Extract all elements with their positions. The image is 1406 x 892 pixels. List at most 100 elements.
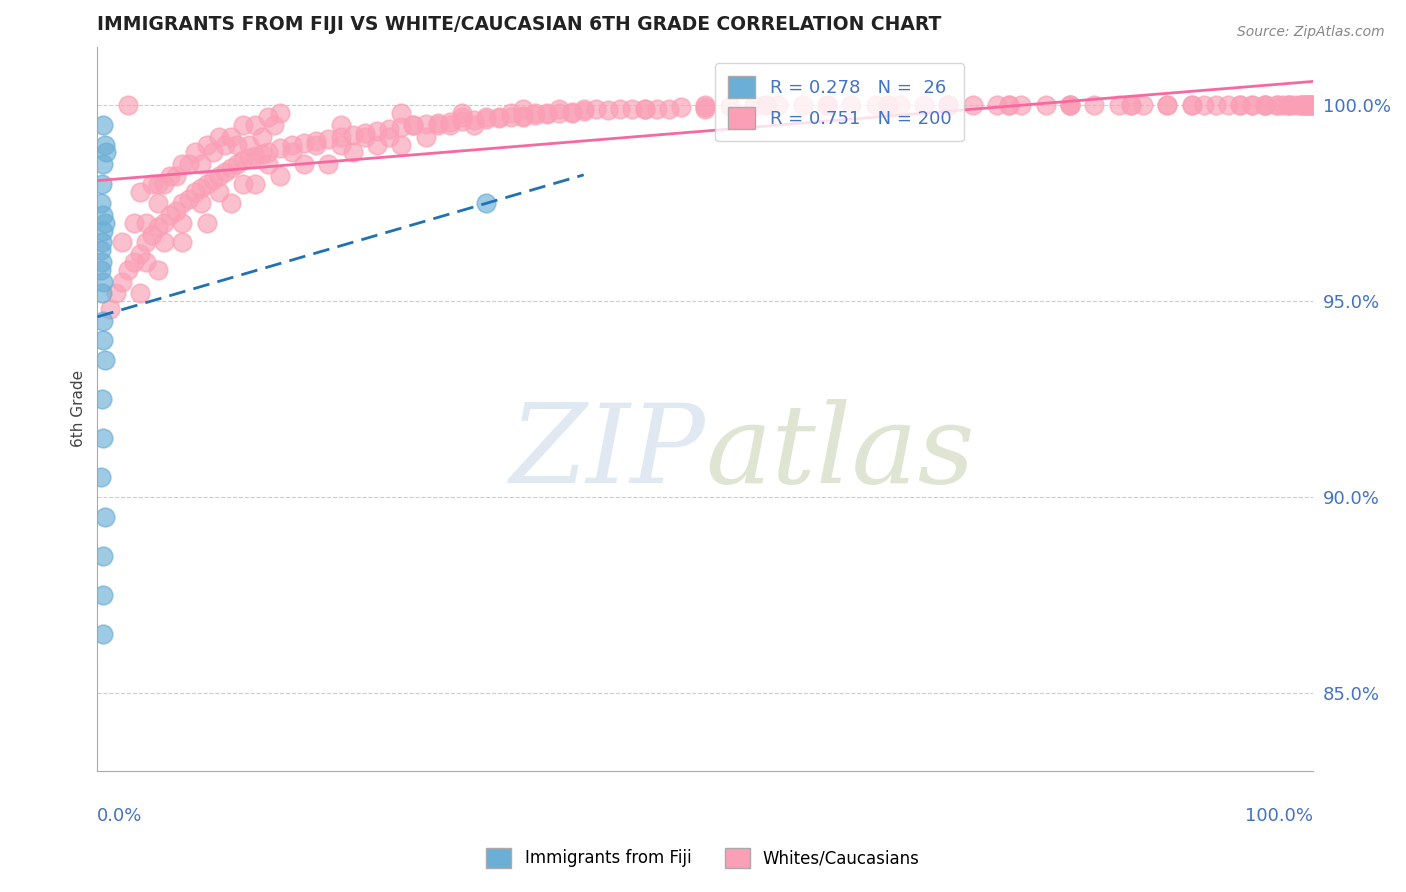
Point xyxy=(281,145,304,160)
Point xyxy=(718,99,741,113)
Point xyxy=(183,145,205,160)
Point xyxy=(146,196,169,211)
Point xyxy=(190,157,212,171)
Point xyxy=(153,177,176,191)
Point xyxy=(269,106,291,120)
Point xyxy=(91,392,114,406)
Point xyxy=(561,106,583,120)
Text: 0.0%: 0.0% xyxy=(97,807,143,825)
Point xyxy=(415,117,437,131)
Point xyxy=(755,98,778,112)
Point xyxy=(512,109,534,123)
Point xyxy=(111,235,134,250)
Point xyxy=(201,145,224,160)
Point xyxy=(159,208,181,222)
Point xyxy=(146,219,169,234)
Point xyxy=(792,98,814,112)
Point xyxy=(415,129,437,144)
Point xyxy=(232,177,254,191)
Point xyxy=(645,102,668,116)
Point xyxy=(439,115,461,129)
Point xyxy=(91,286,114,301)
Point xyxy=(93,509,115,524)
Point xyxy=(1119,98,1142,112)
Point xyxy=(329,118,352,132)
Point xyxy=(512,103,534,117)
Legend: R = 0.278   N =  26, R = 0.751   N = 200: R = 0.278 N = 26, R = 0.751 N = 200 xyxy=(716,63,963,141)
Point xyxy=(1218,98,1240,112)
Point xyxy=(572,104,595,119)
Point xyxy=(232,153,254,168)
Point xyxy=(1299,98,1322,112)
Point xyxy=(256,110,278,124)
Point xyxy=(1192,98,1215,112)
Text: IMMIGRANTS FROM FIJI VS WHITE/CAUCASIAN 6TH GRADE CORRELATION CHART: IMMIGRANTS FROM FIJI VS WHITE/CAUCASIAN … xyxy=(97,15,942,34)
Point xyxy=(986,98,1008,112)
Point xyxy=(695,99,717,113)
Point xyxy=(122,255,145,269)
Point xyxy=(596,103,619,118)
Y-axis label: 6th Grade: 6th Grade xyxy=(72,370,86,448)
Point xyxy=(226,157,249,171)
Point xyxy=(1181,98,1204,112)
Point xyxy=(402,118,425,132)
Point xyxy=(250,129,273,144)
Point xyxy=(475,112,498,127)
Point xyxy=(938,98,960,112)
Point xyxy=(402,118,425,132)
Point xyxy=(633,103,655,117)
Point xyxy=(839,98,862,112)
Point xyxy=(93,627,115,641)
Point xyxy=(451,110,474,124)
Point xyxy=(219,196,242,211)
Point xyxy=(658,103,681,117)
Point xyxy=(536,106,558,120)
Point xyxy=(499,106,522,120)
Legend: Immigrants from Fiji, Whites/Caucasians: Immigrants from Fiji, Whites/Caucasians xyxy=(479,841,927,875)
Point xyxy=(245,149,267,163)
Point xyxy=(451,106,474,120)
Point xyxy=(135,216,157,230)
Point xyxy=(815,98,838,112)
Point xyxy=(177,193,200,207)
Point xyxy=(366,137,388,152)
Point xyxy=(111,275,134,289)
Point xyxy=(195,216,218,230)
Point xyxy=(141,227,163,242)
Point xyxy=(153,235,176,250)
Point xyxy=(165,169,187,183)
Text: Source: ZipAtlas.com: Source: ZipAtlas.com xyxy=(1237,25,1385,39)
Point xyxy=(269,141,291,155)
Point xyxy=(90,244,112,258)
Point xyxy=(146,263,169,277)
Point xyxy=(475,110,498,124)
Point xyxy=(165,204,187,219)
Point xyxy=(889,98,911,112)
Point xyxy=(214,137,236,152)
Point xyxy=(1298,98,1320,112)
Point xyxy=(172,235,194,250)
Point xyxy=(1284,98,1306,112)
Point xyxy=(93,549,115,563)
Point xyxy=(1253,98,1275,112)
Point xyxy=(98,301,121,316)
Point xyxy=(426,116,449,130)
Point xyxy=(1265,98,1288,112)
Point xyxy=(499,110,522,124)
Point xyxy=(104,286,127,301)
Point xyxy=(93,137,115,152)
Point xyxy=(1278,98,1301,112)
Point xyxy=(524,106,547,120)
Point xyxy=(815,98,838,112)
Point xyxy=(93,275,115,289)
Point xyxy=(153,216,176,230)
Point xyxy=(524,108,547,122)
Point xyxy=(129,286,152,301)
Point xyxy=(475,196,498,211)
Point xyxy=(195,177,218,191)
Point xyxy=(93,431,115,445)
Point xyxy=(135,235,157,250)
Point xyxy=(633,103,655,117)
Point xyxy=(451,114,474,128)
Point xyxy=(292,136,315,150)
